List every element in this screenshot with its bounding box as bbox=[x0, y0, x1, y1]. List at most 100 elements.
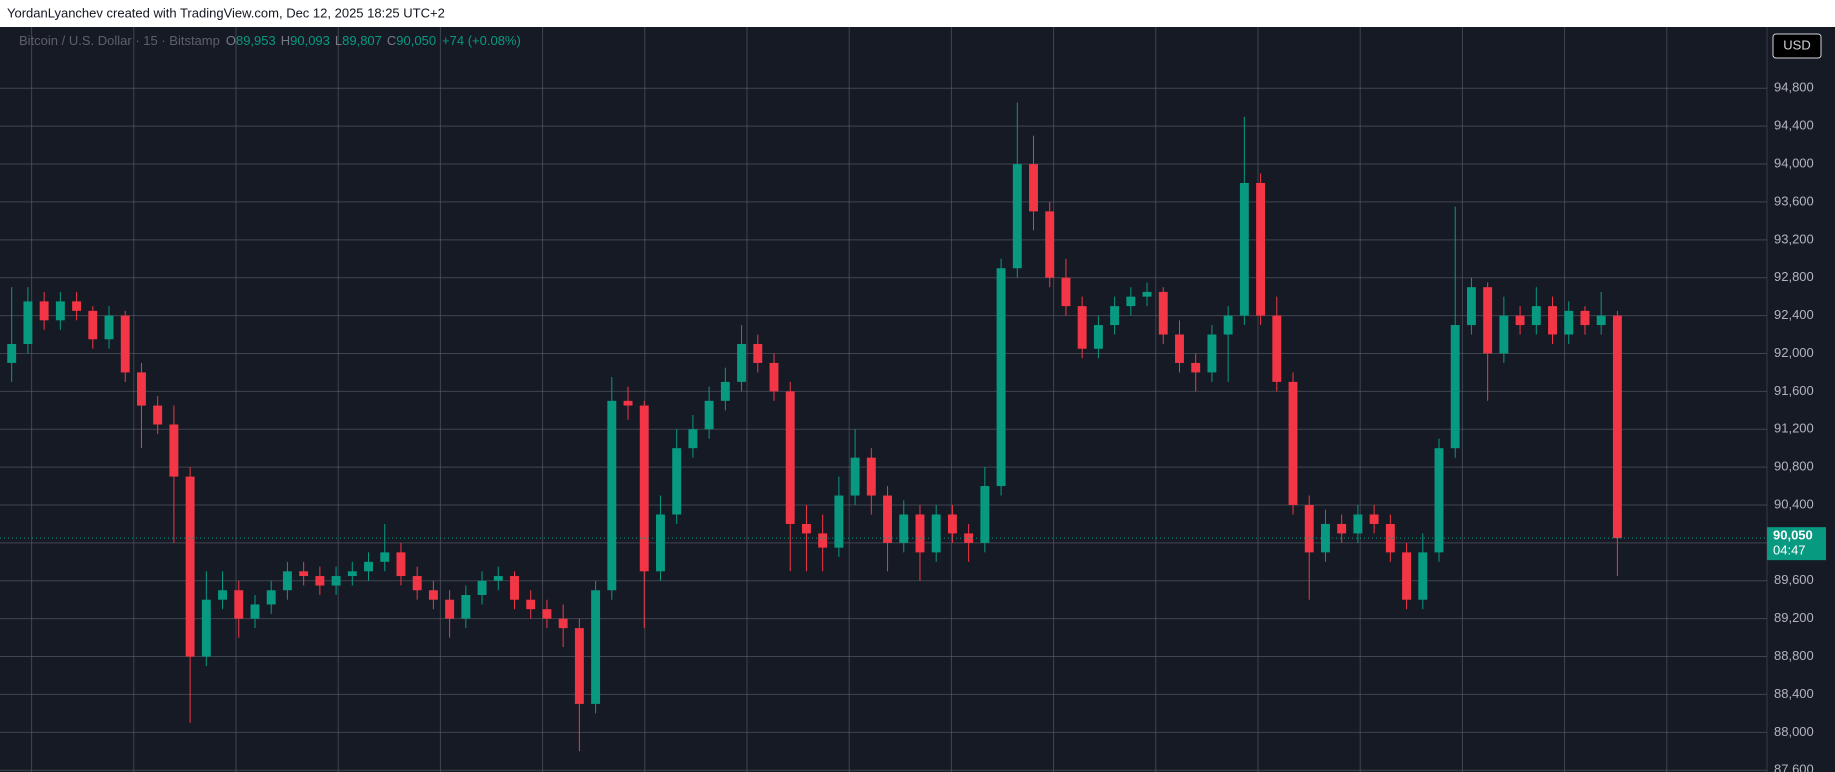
candle-body bbox=[801, 523, 811, 534]
candle-body bbox=[1385, 523, 1395, 553]
candle-body bbox=[23, 301, 33, 344]
legend-key: O bbox=[226, 33, 236, 48]
candle-body bbox=[234, 590, 244, 619]
candle-body bbox=[1402, 552, 1412, 600]
candle-body bbox=[282, 571, 292, 591]
legend-value: 90,093 bbox=[290, 33, 330, 48]
last-price-box bbox=[1767, 527, 1826, 561]
grid bbox=[0, 27, 1767, 772]
legend-key: L bbox=[335, 33, 342, 48]
candle-body bbox=[1256, 182, 1266, 316]
candle-body bbox=[639, 405, 649, 572]
candle-body bbox=[104, 315, 114, 340]
candle-body bbox=[315, 576, 325, 586]
candle-body bbox=[445, 599, 455, 619]
candle-body bbox=[7, 343, 17, 363]
candle-body bbox=[1061, 277, 1071, 307]
candle-body bbox=[201, 599, 211, 657]
y-tick-label: 92,000 bbox=[1774, 345, 1814, 360]
candle-body bbox=[866, 457, 876, 496]
candle-body bbox=[704, 400, 714, 430]
countdown: 04:47 bbox=[1773, 543, 1806, 558]
candle-body bbox=[510, 576, 519, 600]
candle-body bbox=[574, 628, 584, 704]
currency-button[interactable] bbox=[1772, 33, 1822, 59]
candle-body bbox=[947, 514, 957, 534]
candle-body bbox=[607, 400, 617, 591]
candle-body bbox=[428, 590, 438, 600]
candle-body bbox=[591, 590, 601, 704]
y-tick-label: 92,800 bbox=[1774, 269, 1814, 284]
candles bbox=[0, 102, 1767, 752]
header-text: YordanLyanchev created with TradingView.… bbox=[7, 5, 445, 20]
candle-body bbox=[656, 514, 665, 572]
candle-body bbox=[347, 571, 357, 577]
y-tick-label: 94,000 bbox=[1774, 155, 1814, 170]
price-axis: 87,600 88,000 88,400 88,800 89,200 89,600 90,0… bbox=[1774, 80, 1814, 772]
candle-body bbox=[136, 372, 146, 406]
legend-value: 90,050 bbox=[396, 33, 436, 48]
candle-body bbox=[461, 594, 471, 619]
y-tick-label: 93,200 bbox=[1774, 231, 1814, 246]
candle-body bbox=[299, 571, 309, 577]
legend-key: C bbox=[387, 33, 396, 48]
candle-body bbox=[477, 580, 487, 595]
candle-body bbox=[1142, 291, 1152, 297]
candle-body bbox=[1369, 514, 1379, 524]
y-tick-label: 91,600 bbox=[1774, 383, 1814, 398]
y-tick-label: 90,800 bbox=[1774, 459, 1814, 474]
y-tick-label: 92,400 bbox=[1774, 307, 1814, 322]
candle-body bbox=[818, 533, 828, 548]
candle-body bbox=[1466, 287, 1476, 326]
candle-body bbox=[1320, 523, 1330, 553]
candle-body bbox=[1531, 306, 1541, 326]
y-tick-label: 93,600 bbox=[1774, 193, 1814, 208]
candle-body bbox=[883, 495, 892, 543]
candle-body bbox=[1045, 211, 1055, 278]
candle-body bbox=[120, 315, 130, 373]
candle-body bbox=[88, 310, 98, 340]
candle-body bbox=[785, 391, 795, 524]
candle-body bbox=[169, 424, 179, 477]
last-price-label: 90,050 bbox=[1773, 528, 1813, 543]
candle-body bbox=[737, 343, 747, 382]
candle-body bbox=[39, 301, 49, 321]
legend-change: +74 (+0.08%) bbox=[442, 33, 521, 48]
candle-body bbox=[915, 514, 925, 553]
candle-body bbox=[1353, 514, 1363, 534]
candle-body bbox=[1239, 182, 1249, 316]
candle-body bbox=[1580, 310, 1590, 326]
candle-body bbox=[1207, 334, 1217, 373]
y-tick-label: 94,400 bbox=[1774, 118, 1814, 133]
candle-body bbox=[153, 405, 163, 425]
candle-body bbox=[1596, 315, 1606, 326]
y-tick-label: 94,800 bbox=[1774, 80, 1814, 95]
candle-body bbox=[720, 381, 730, 401]
candle-body bbox=[1029, 164, 1038, 212]
candle-body bbox=[834, 495, 844, 548]
candle-body bbox=[266, 590, 276, 605]
candle-body bbox=[218, 590, 228, 600]
candle-body bbox=[1158, 291, 1168, 335]
candle-body bbox=[1450, 325, 1460, 449]
candle-body bbox=[1223, 315, 1233, 335]
candle-body bbox=[331, 576, 341, 586]
candle-body bbox=[1175, 334, 1184, 363]
y-tick-label: 89,200 bbox=[1774, 610, 1814, 625]
candle-body bbox=[1077, 306, 1087, 349]
currency-label[interactable]: USD bbox=[1783, 37, 1810, 52]
candle-body bbox=[1548, 306, 1557, 335]
candle-body bbox=[1012, 164, 1022, 269]
candle-body bbox=[1337, 523, 1347, 534]
candle-body bbox=[558, 618, 568, 629]
candle-body bbox=[526, 599, 536, 610]
candle-body bbox=[1612, 315, 1622, 539]
candle-body bbox=[1564, 310, 1574, 335]
legend-value: 89,807 bbox=[342, 33, 382, 48]
candle-body bbox=[623, 400, 633, 406]
y-tick-label: 88,800 bbox=[1774, 648, 1814, 663]
candle-body bbox=[364, 561, 373, 572]
candle-body bbox=[55, 301, 65, 321]
